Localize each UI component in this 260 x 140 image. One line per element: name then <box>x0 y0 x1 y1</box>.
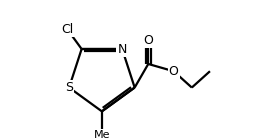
Text: O: O <box>143 34 153 47</box>
Text: O: O <box>169 65 179 78</box>
Text: N: N <box>118 43 127 55</box>
Text: Cl: Cl <box>62 23 74 36</box>
Text: S: S <box>65 81 73 94</box>
Text: Me: Me <box>94 130 110 140</box>
